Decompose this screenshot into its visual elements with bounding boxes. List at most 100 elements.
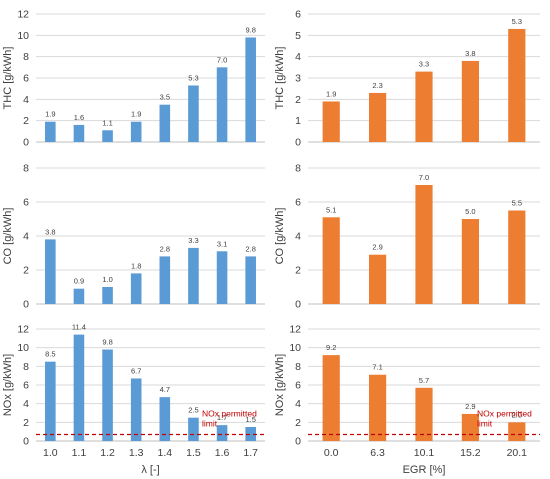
bar-15-2 — [461, 413, 479, 441]
x-tick-label: 1.5 — [186, 447, 201, 459]
bar-1-3 — [130, 121, 142, 142]
data-label: 1.0 — [102, 275, 112, 284]
chart-panel-co-lambda: 0 2 4 6 8 CO [g/kWh] 3.8 0.9 1.0 1.8 2.8 3.3 3.1 2.8 — [2, 163, 265, 311]
y-axis-label: NOx [g/kWh] — [2, 354, 14, 416]
data-label: 1.9 — [131, 110, 141, 119]
y-tick-label: 4 — [23, 94, 29, 106]
y-tick-label: 1 — [295, 115, 301, 127]
y-tick-label: 0 — [295, 137, 301, 149]
bar-1-7 — [245, 37, 256, 142]
bar-10-1 — [415, 387, 433, 441]
data-label: 5.1 — [326, 205, 336, 214]
bar-1-1 — [73, 288, 85, 304]
data-label: 5.3 — [512, 17, 522, 26]
data-label: 3.8 — [45, 227, 55, 236]
x-tick-label: 6.3 — [370, 447, 385, 459]
bar-10-1 — [415, 185, 433, 304]
y-axis-label: CO [g/kWh] — [274, 208, 286, 265]
data-label: 4.7 — [160, 385, 170, 394]
y-tick-label: 0 — [295, 436, 301, 448]
y-axis-label: CO [g/kWh] — [2, 208, 14, 265]
y-tick-label: 6 — [23, 380, 29, 392]
bar-0-0 — [322, 355, 340, 441]
y-tick-label: 6 — [295, 197, 301, 209]
bar-0-0 — [322, 217, 340, 304]
chart-panel-nox-lambda: 0 2 4 6 8 10 12 NOx [g/kWh] 8.5 1.0 11.4 1.1 9.8 1.2 6… — [2, 323, 265, 476]
x-tick-label: 1.4 — [158, 447, 173, 459]
bar-1-1 — [73, 334, 85, 441]
bar-0-0 — [322, 101, 340, 142]
y-tick-label: 5 — [295, 30, 301, 42]
data-label: 1.9 — [45, 110, 55, 119]
y-tick-label: 10 — [17, 342, 29, 354]
x-tick-label: 1.2 — [100, 447, 115, 459]
y-axis-label: NOx [g/kWh] — [274, 354, 286, 416]
bar-1-0 — [45, 121, 56, 142]
bar-15-2 — [461, 60, 479, 142]
x-tick-label: 1.0 — [43, 447, 58, 459]
chart-panel-co-egr: 0 2 4 6 8 CO [g/kWh] 5.1 2.9 7.0 5.0 5.5 — [274, 163, 540, 311]
chart-panel-thc-egr: 0 1 2 3 4 5 6 THC [g/kWh] 1.9 2.3 3.3 3.8 5.3 — [274, 9, 540, 149]
y-tick-label: 8 — [295, 361, 301, 373]
bar-6-3 — [369, 374, 387, 441]
y-tick-label: 2 — [295, 417, 301, 429]
y-tick-label: 6 — [295, 380, 301, 392]
data-label: 2.5 — [188, 406, 198, 415]
bar-1-2 — [102, 349, 113, 441]
data-label: 1.1 — [102, 118, 112, 127]
data-label: 8.5 — [45, 350, 55, 359]
bar-1-5 — [188, 247, 199, 304]
y-tick-label: 3 — [295, 73, 301, 85]
bar-6-3 — [369, 254, 387, 304]
bar-1-2 — [102, 287, 113, 304]
data-label: 2.9 — [372, 243, 382, 252]
data-label: 0.9 — [74, 277, 84, 286]
y-tick-label: 6 — [23, 73, 29, 85]
y-tick-label: 2 — [295, 94, 301, 106]
chart-panel-nox-egr: 0 2 4 6 8 10 12 NOx [g/kWh] 9.2 0.0 7.1 6.3 5.7 10.1 2… — [274, 324, 540, 476]
y-tick-label: 8 — [23, 163, 29, 175]
y-tick-label: 4 — [23, 398, 29, 410]
y-tick-label: 8 — [295, 163, 301, 175]
y-tick-label: 2 — [295, 265, 301, 277]
data-label: 7.0 — [419, 173, 429, 182]
x-axis-label: EGR [%] — [403, 464, 446, 476]
y-tick-label: 8 — [23, 51, 29, 63]
y-tick-label: 8 — [23, 361, 29, 373]
bar-20-1 — [508, 28, 526, 142]
bar-1-7 — [245, 256, 256, 304]
data-label: 11.4 — [72, 323, 86, 332]
data-label: 1.8 — [131, 261, 141, 270]
data-label: 3.1 — [217, 239, 227, 248]
y-tick-label: 4 — [23, 231, 29, 243]
y-tick-label: 12 — [17, 324, 29, 336]
bar-1-5 — [188, 85, 199, 142]
data-label: 2.8 — [160, 244, 170, 253]
y-axis-label: THC [g/kWh] — [2, 47, 14, 110]
data-label: 9.8 — [245, 25, 255, 34]
data-label: 3.8 — [465, 49, 475, 58]
x-tick-label: 15.2 — [460, 447, 481, 459]
y-tick-label: 0 — [23, 299, 29, 311]
bar-20-1 — [508, 210, 526, 304]
y-tick-label: 10 — [289, 342, 301, 354]
x-tick-label: 10.1 — [414, 447, 435, 459]
bar-1-4 — [159, 397, 171, 441]
bar-1-6 — [216, 67, 228, 142]
y-tick-label: 4 — [295, 51, 301, 63]
chart-panel-thc-lambda: 0 2 4 6 8 10 12 THC [g/kWh] 1.9 1.6 1.1 1.9 3.5 5.3 7.… — [2, 9, 265, 149]
y-tick-label: 2 — [23, 265, 29, 277]
data-label: 9.8 — [102, 338, 112, 347]
y-tick-label: 4 — [295, 231, 301, 243]
y-tick-label: 6 — [23, 197, 29, 209]
data-label: 1.6 — [74, 113, 84, 122]
y-tick-label: 2 — [23, 417, 29, 429]
data-label: 7.0 — [217, 55, 227, 64]
data-label: 2.0 — [512, 410, 522, 419]
data-label: 2.9 — [465, 402, 475, 411]
data-label: 1.7 — [217, 413, 227, 422]
bar-6-3 — [369, 92, 387, 142]
bar-1-4 — [159, 104, 171, 142]
data-label: 3.5 — [160, 93, 170, 102]
